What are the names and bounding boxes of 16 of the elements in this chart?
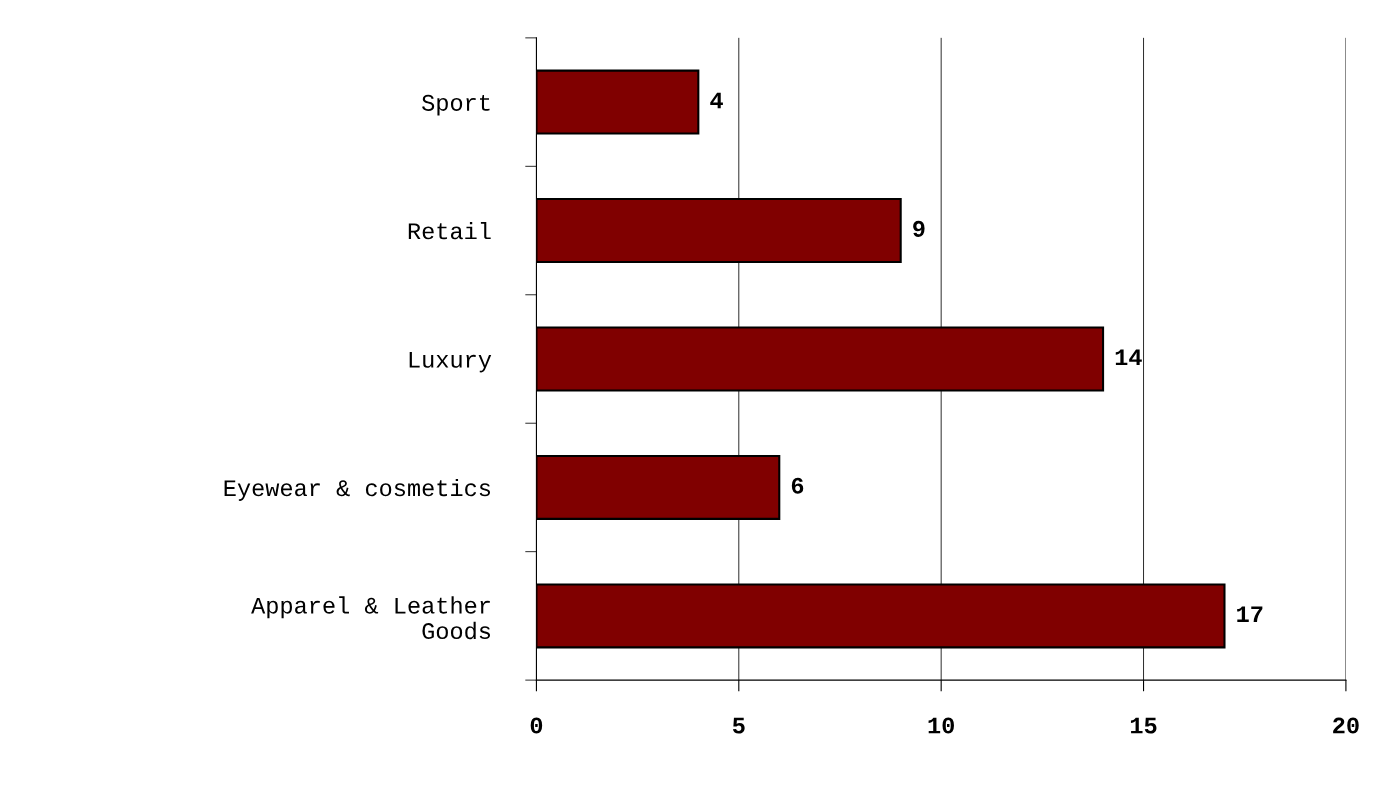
y-tick-label: Apparel & Leather Goods (251, 596, 491, 640)
y-tick-label: Luxury (409, 352, 492, 373)
x-tick-label: 10 (928, 717, 954, 734)
data-label: 9 (913, 220, 925, 237)
data-label: 4 (710, 92, 723, 109)
data-label: 14 (1115, 349, 1142, 366)
y-tick-label: Sport (422, 94, 490, 116)
data-label: 6 (791, 477, 804, 494)
x-tick-label: 0 (530, 717, 543, 734)
y-tick-label: Eyewear & cosmetics (224, 478, 491, 501)
data-label: 17 (1237, 606, 1263, 622)
x-tick-label: 20 (1333, 717, 1359, 734)
x-tick-label: 5 (732, 717, 745, 734)
y-tick-label: Retail (408, 221, 491, 240)
x-tick-label: 15 (1130, 717, 1157, 734)
bar (536, 69, 700, 135)
